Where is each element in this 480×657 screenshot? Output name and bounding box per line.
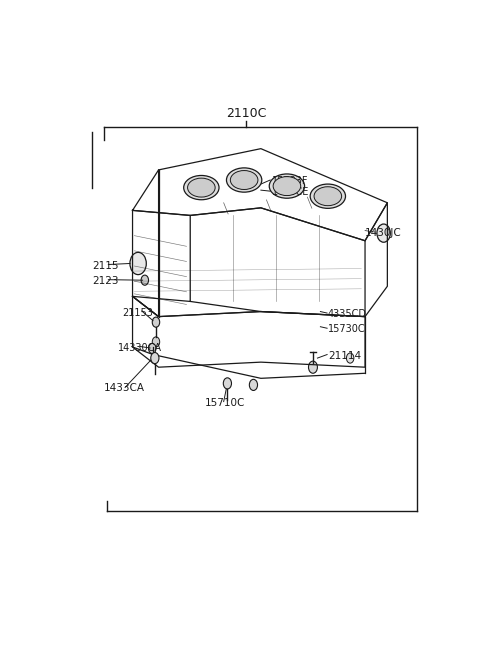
Circle shape — [249, 379, 258, 390]
Text: 2115: 2115 — [92, 261, 119, 271]
Ellipse shape — [230, 171, 258, 189]
Circle shape — [130, 252, 146, 275]
Text: 1430JC: 1430JC — [365, 228, 402, 238]
Ellipse shape — [184, 175, 219, 200]
Circle shape — [309, 361, 317, 373]
Circle shape — [151, 353, 159, 364]
Circle shape — [223, 378, 231, 389]
Text: 21153: 21153 — [122, 307, 154, 317]
Text: 1433CA: 1433CA — [104, 384, 145, 394]
Ellipse shape — [314, 187, 342, 206]
Circle shape — [152, 337, 160, 347]
Ellipse shape — [269, 174, 305, 198]
Text: 4335CD: 4335CD — [328, 309, 367, 319]
Ellipse shape — [310, 184, 346, 208]
Circle shape — [141, 275, 148, 285]
Text: 15733F: 15733F — [272, 176, 309, 186]
Text: 2123: 2123 — [92, 276, 119, 286]
Text: 21114: 21114 — [328, 351, 361, 361]
Text: 14330CA: 14330CA — [118, 343, 162, 353]
Text: 15730C: 15730C — [328, 325, 365, 334]
Text: 1433CE: 1433CE — [272, 187, 310, 197]
Circle shape — [152, 317, 160, 327]
Text: 2110C: 2110C — [226, 107, 266, 120]
Circle shape — [377, 224, 390, 242]
Ellipse shape — [273, 177, 300, 196]
Ellipse shape — [188, 178, 215, 197]
Ellipse shape — [227, 168, 262, 192]
Text: 15710C: 15710C — [205, 397, 245, 407]
Circle shape — [347, 353, 354, 363]
Circle shape — [148, 344, 156, 353]
